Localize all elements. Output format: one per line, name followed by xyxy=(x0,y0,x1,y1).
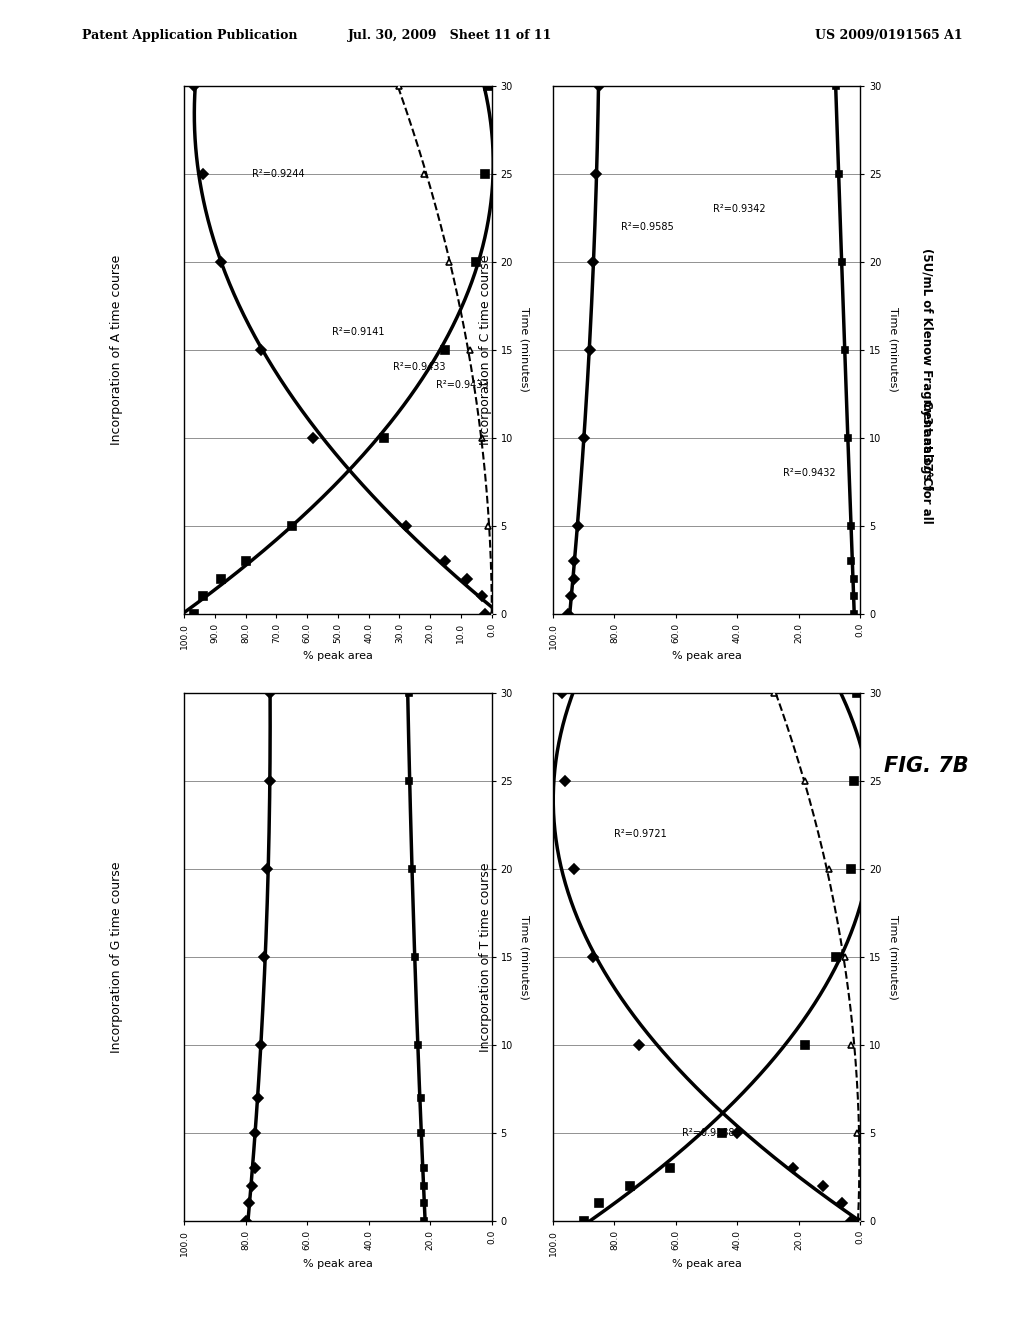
Text: R²=0.9432: R²=0.9432 xyxy=(783,469,836,478)
Text: Cy3 analogs for all: Cy3 analogs for all xyxy=(921,400,933,524)
Text: Incorporation of A time course: Incorporation of A time course xyxy=(111,255,123,445)
Text: R²=0.9188: R²=0.9188 xyxy=(682,1129,734,1138)
X-axis label: % peak area: % peak area xyxy=(303,1259,373,1269)
Text: R²=0.9433: R²=0.9433 xyxy=(436,380,488,389)
Text: R²=0.9141: R²=0.9141 xyxy=(332,327,384,337)
Text: R²=0.9585: R²=0.9585 xyxy=(621,222,674,231)
X-axis label: % peak area: % peak area xyxy=(672,1259,741,1269)
Text: R²=0.9721: R²=0.9721 xyxy=(614,829,668,838)
Text: Incorporation of C time course: Incorporation of C time course xyxy=(479,255,492,445)
Text: FIG. 7B: FIG. 7B xyxy=(885,755,969,776)
Text: Patent Application Publication: Patent Application Publication xyxy=(82,29,297,42)
Text: R²=0.9342: R²=0.9342 xyxy=(713,205,765,214)
Text: US 2009/0191565 A1: US 2009/0191565 A1 xyxy=(815,29,963,42)
Text: Incorporation of G time course: Incorporation of G time course xyxy=(111,861,123,1053)
X-axis label: % peak area: % peak area xyxy=(672,652,741,661)
Text: R²=0.9244: R²=0.9244 xyxy=(252,169,304,178)
Y-axis label: Time (minutes): Time (minutes) xyxy=(889,308,898,392)
Y-axis label: Time (minutes): Time (minutes) xyxy=(889,915,898,999)
Y-axis label: Time (minutes): Time (minutes) xyxy=(520,915,529,999)
X-axis label: % peak area: % peak area xyxy=(303,652,373,661)
Text: (5U/mL of Klenow Fragment at 37°C): (5U/mL of Klenow Fragment at 37°C) xyxy=(921,248,933,491)
Text: Jul. 30, 2009   Sheet 11 of 11: Jul. 30, 2009 Sheet 11 of 11 xyxy=(348,29,553,42)
Text: R²=0.9433: R²=0.9433 xyxy=(393,363,445,372)
Y-axis label: Time (minutes): Time (minutes) xyxy=(520,308,529,392)
Text: Incorporation of T time course: Incorporation of T time course xyxy=(479,862,492,1052)
